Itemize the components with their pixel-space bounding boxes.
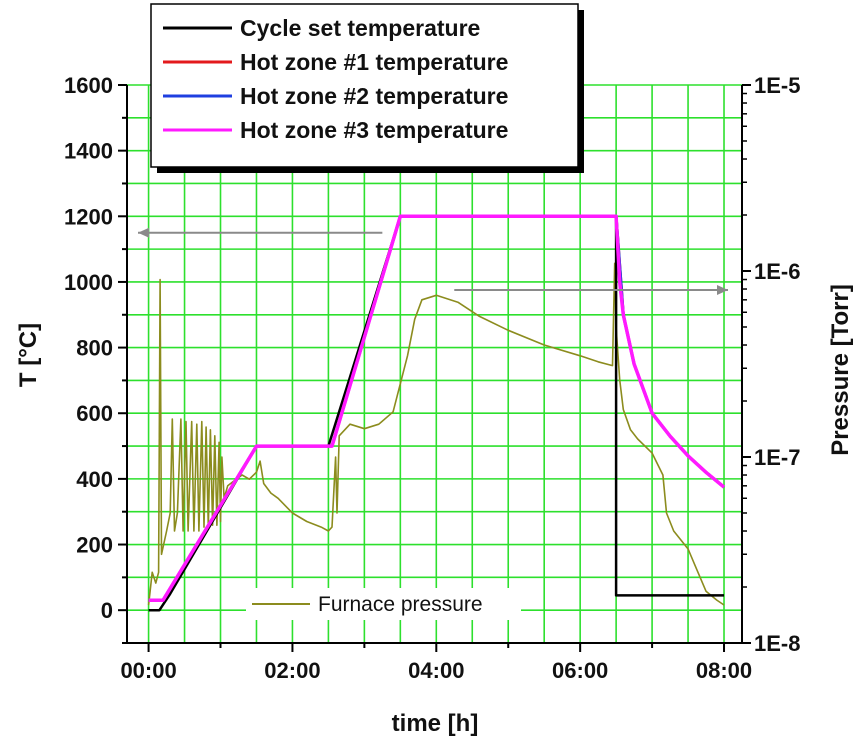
y-tick-label: 800 xyxy=(76,336,113,361)
y-tick-label: 1200 xyxy=(64,204,113,229)
left-axis-arrow-head xyxy=(138,227,149,238)
legend-label-pressure: Furnace pressure xyxy=(318,593,483,616)
x-tick-label: 04:00 xyxy=(408,658,464,683)
legend-box xyxy=(150,3,579,168)
y-tick-label: 0 xyxy=(101,598,113,623)
y-tick-label: 600 xyxy=(76,401,113,426)
x-tick-label: 08:00 xyxy=(696,658,752,683)
y2-tick-label: 1E-6 xyxy=(754,259,800,284)
y2-axis-title: Pressure [Torr] xyxy=(827,284,854,456)
y2-tick-label: 1E-8 xyxy=(754,631,800,656)
right-axis-arrow-head xyxy=(717,285,728,296)
x-tick-label: 02:00 xyxy=(264,658,320,683)
y-tick-label: 200 xyxy=(76,533,113,558)
legend-label-2: Hot zone #1 temperature xyxy=(240,49,508,75)
legend-label-4: Hot zone #3 temperature xyxy=(240,117,508,143)
axis-arrows xyxy=(138,227,728,296)
x-axis-title: time [h] xyxy=(392,710,479,737)
tick-labels: 00:00 02:00 04:00 06:00 08:00 0 200 400 600 800 10… xyxy=(64,73,800,683)
legend: Cycle set temperature Hot zone #1 tempera… xyxy=(150,3,584,173)
y-tick-label: 1000 xyxy=(64,270,113,295)
y-tick-label: 400 xyxy=(76,467,113,492)
series-layer xyxy=(147,214,726,612)
legend-label-3: Hot zone #2 temperature xyxy=(240,83,508,109)
y-axis-title: T [°C] xyxy=(15,323,42,387)
axes-layer xyxy=(118,84,751,652)
y-tick-label: 1400 xyxy=(64,139,113,164)
legend-pressure: Furnace pressure xyxy=(246,588,521,620)
legend-items: Cycle set temperature Hot zone #1 tempera… xyxy=(163,15,508,143)
x-tick-label: 00:00 xyxy=(120,658,176,683)
y2-tick-label: 1E-7 xyxy=(754,445,800,470)
y-tick-label: 1600 xyxy=(64,73,113,98)
y2-tick-label: 1E-5 xyxy=(754,73,800,98)
x-tick-label: 06:00 xyxy=(552,658,608,683)
legend-label-1: Cycle set temperature xyxy=(240,15,480,41)
series-line-4 xyxy=(148,214,726,603)
